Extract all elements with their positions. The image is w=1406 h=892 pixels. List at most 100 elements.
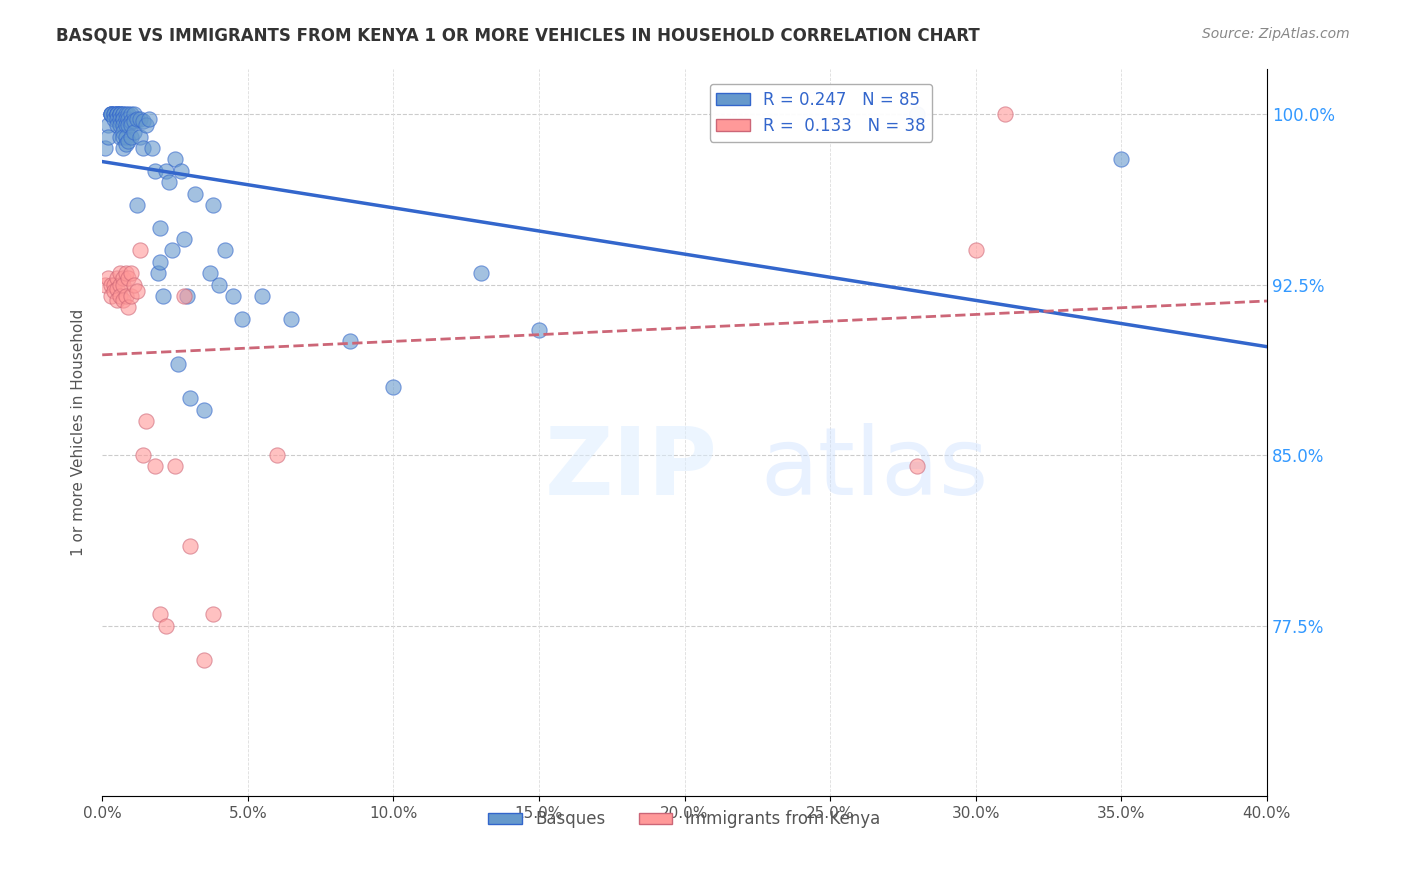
Point <box>127 198 149 212</box>
Point <box>105 107 128 121</box>
Point <box>127 112 149 126</box>
Point <box>117 270 139 285</box>
Point <box>170 164 193 178</box>
Point <box>167 357 190 371</box>
Point <box>143 459 166 474</box>
Point <box>114 289 136 303</box>
Point <box>108 112 131 126</box>
Point <box>111 119 134 133</box>
Point <box>176 289 198 303</box>
Point <box>105 112 128 126</box>
Point <box>97 129 120 144</box>
Point <box>122 107 145 121</box>
Point <box>135 119 157 133</box>
Point <box>111 107 134 121</box>
Point <box>222 289 245 303</box>
Point <box>266 448 288 462</box>
Point <box>127 285 149 299</box>
Point <box>114 136 136 151</box>
Point <box>111 141 134 155</box>
Point <box>179 391 201 405</box>
Point <box>965 244 987 258</box>
Point <box>141 141 163 155</box>
Point <box>173 289 195 303</box>
Legend: Basques, Immigrants from Kenya: Basques, Immigrants from Kenya <box>482 804 887 835</box>
Point <box>117 107 139 121</box>
Point <box>152 289 174 303</box>
Point <box>252 289 274 303</box>
Point <box>132 113 155 128</box>
Point <box>105 293 128 308</box>
Point <box>184 186 207 201</box>
Point <box>138 112 160 126</box>
Point <box>105 282 128 296</box>
Point <box>994 107 1017 121</box>
Point <box>120 266 142 280</box>
Point <box>100 277 122 292</box>
Point <box>117 119 139 133</box>
Point <box>100 107 122 121</box>
Text: BASQUE VS IMMIGRANTS FROM KENYA 1 OR MORE VEHICLES IN HOUSEHOLD CORRELATION CHAR: BASQUE VS IMMIGRANTS FROM KENYA 1 OR MOR… <box>56 27 980 45</box>
Point <box>208 277 231 292</box>
Point <box>111 112 134 126</box>
Point <box>120 107 142 121</box>
Point <box>100 107 122 121</box>
Point <box>193 402 215 417</box>
Point <box>114 129 136 144</box>
Point <box>111 270 134 285</box>
Point <box>146 266 169 280</box>
Point <box>149 607 172 622</box>
Point <box>105 107 128 121</box>
Point <box>105 270 128 285</box>
Point <box>143 164 166 178</box>
Point <box>100 107 122 121</box>
Point <box>114 112 136 126</box>
Point <box>108 107 131 121</box>
Point <box>129 244 152 258</box>
Text: ZIP: ZIP <box>544 423 717 515</box>
Point <box>97 119 120 133</box>
Point <box>280 311 302 326</box>
Point <box>122 277 145 292</box>
Point <box>179 539 201 553</box>
Point <box>201 607 224 622</box>
Point <box>122 113 145 128</box>
Point <box>907 459 929 474</box>
Point <box>94 141 117 155</box>
Point <box>114 266 136 280</box>
Point <box>1111 153 1133 167</box>
Y-axis label: 1 or more Vehicles in Household: 1 or more Vehicles in Household <box>72 309 86 556</box>
Point <box>160 244 183 258</box>
Point <box>155 618 177 632</box>
Point <box>382 380 405 394</box>
Point <box>103 277 125 292</box>
Point <box>149 254 172 268</box>
Point <box>105 107 128 121</box>
Point <box>149 220 172 235</box>
Point <box>135 414 157 428</box>
Point <box>108 107 131 121</box>
Point <box>120 129 142 144</box>
Point <box>120 113 142 128</box>
Point <box>117 300 139 314</box>
Point <box>132 141 155 155</box>
Point <box>339 334 361 349</box>
Point <box>103 107 125 121</box>
Point <box>231 311 253 326</box>
Point <box>193 653 215 667</box>
Point <box>108 289 131 303</box>
Point <box>117 134 139 148</box>
Point <box>155 164 177 178</box>
Point <box>111 129 134 144</box>
Text: Source: ZipAtlas.com: Source: ZipAtlas.com <box>1202 27 1350 41</box>
Point <box>117 112 139 126</box>
Point <box>173 232 195 246</box>
Point <box>163 459 186 474</box>
Point <box>129 112 152 126</box>
Point <box>163 153 186 167</box>
Point <box>108 277 131 292</box>
Point <box>114 119 136 133</box>
Point <box>111 125 134 139</box>
Point <box>97 270 120 285</box>
Point <box>120 119 142 133</box>
